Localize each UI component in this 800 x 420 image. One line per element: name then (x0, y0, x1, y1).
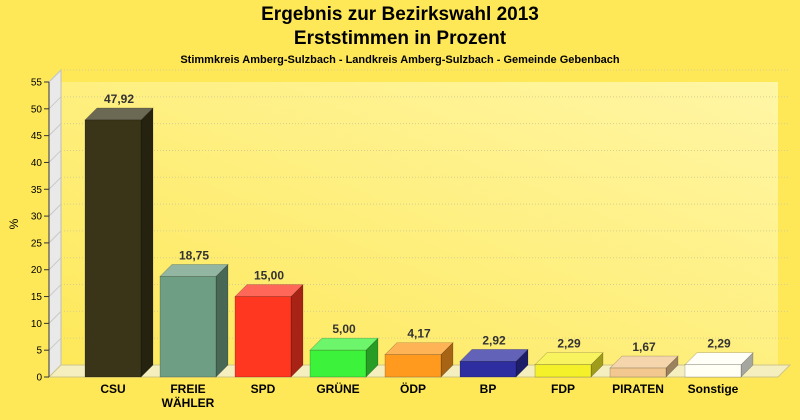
data-label: 15,00 (254, 269, 284, 283)
bar (159, 276, 217, 378)
gridline-wall (48, 96, 62, 110)
bar-side (215, 263, 229, 378)
bar (684, 364, 742, 378)
y-tick-label: 5 (36, 346, 42, 357)
y-tick-label: 10 (31, 319, 43, 330)
chart-subtitle: Erststimmen in Prozent (293, 28, 507, 49)
plot-side-wall (48, 68, 62, 379)
bar-top (159, 264, 229, 277)
gridline-wall (48, 123, 62, 136)
bar-top (459, 349, 529, 362)
chart-title: Ergebnis zur Bezirkswahl 2013 (261, 4, 539, 25)
y-tick-label: 50 (31, 104, 43, 115)
gridline-wall (48, 311, 62, 324)
bar (384, 354, 442, 378)
bar-side (290, 283, 304, 378)
x-tick-label: GRÜNE (316, 381, 359, 396)
bar (459, 361, 517, 378)
bar (234, 296, 292, 378)
x-tick-label: PIRATEN (612, 382, 664, 396)
gridline-wall (48, 203, 62, 217)
x-tick-label: FDP (551, 382, 575, 396)
bar (534, 364, 592, 378)
x-tick-label: BP (480, 382, 497, 396)
gridline-wall (48, 257, 62, 271)
bar-top (384, 342, 454, 355)
x-tick-label: FREIE (170, 382, 205, 396)
bar (84, 119, 142, 378)
gridline-wall (48, 230, 62, 244)
gridline-wall (48, 69, 62, 83)
bar (309, 349, 367, 378)
bar-top (309, 337, 379, 351)
bar-top (534, 352, 604, 366)
bar-top (684, 352, 754, 366)
bar-side (140, 107, 154, 378)
y-tick-label: 45 (31, 131, 43, 142)
data-label: 2,29 (707, 337, 731, 351)
gridline-wall (48, 284, 62, 297)
data-label: 18,75 (179, 248, 209, 262)
data-label: 5,00 (332, 322, 356, 336)
x-tick-label: SPD (251, 382, 276, 396)
y-tick-label: 30 (31, 212, 43, 223)
y-tick-label: 20 (31, 265, 43, 276)
gridline-wall (48, 337, 62, 351)
bar-top (84, 107, 154, 121)
x-tick-label: ÖDP (400, 381, 426, 396)
data-label: 2,29 (557, 337, 581, 351)
x-tick-label: Sonstige (688, 382, 739, 396)
data-label: 2,92 (482, 333, 506, 347)
data-label: 4,17 (407, 327, 431, 341)
chart-caption: Stimmkreis Amberg-Sulzbach - Landkreis A… (180, 54, 620, 66)
y-tick-label: 35 (31, 185, 43, 196)
y-axis-label: % (7, 218, 21, 229)
x-tick-label: CSU (100, 382, 125, 396)
y-tick-label: 0 (36, 373, 42, 384)
x-tick-label: WÄHLER (162, 395, 215, 410)
bar-top (234, 284, 304, 297)
y-tick-label: 55 (31, 78, 43, 89)
bar (609, 367, 667, 378)
y-tick-label: 25 (31, 238, 43, 249)
y-tick-label: 15 (31, 292, 43, 303)
y-tick-label: 40 (31, 158, 43, 169)
gridline-wall (48, 176, 62, 190)
data-label: 1,67 (632, 340, 656, 354)
data-label: 47,92 (104, 92, 134, 106)
gridline-wall (48, 150, 62, 163)
bar-top (609, 355, 679, 369)
